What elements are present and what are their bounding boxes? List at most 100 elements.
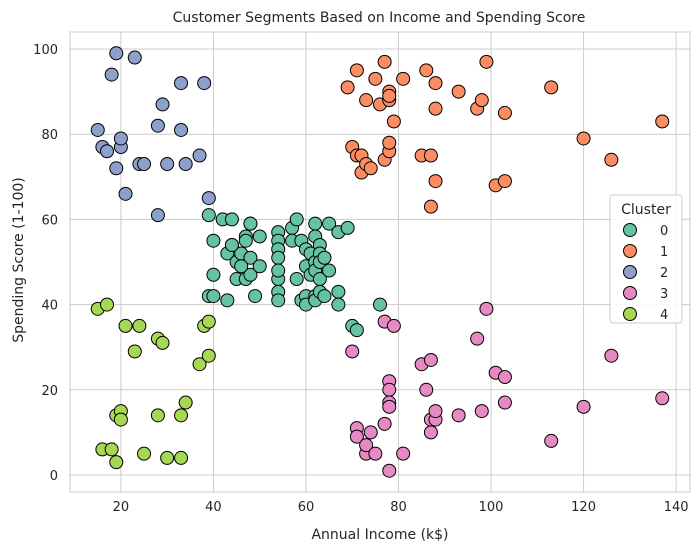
point-cluster-2 [197, 76, 212, 91]
point-cluster-4 [160, 450, 175, 465]
legend-label-4: 4 [660, 308, 668, 323]
point-cluster-1 [451, 84, 466, 99]
x-axis-label: Annual Income (k$) [311, 527, 448, 543]
x-axis-ticks: 20 40 60 80 100 120 140 [113, 500, 689, 515]
point-cluster-0 [248, 289, 263, 304]
point-cluster-0 [243, 250, 258, 265]
point-cluster-4 [118, 318, 133, 333]
point-cluster-2 [178, 157, 193, 172]
point-cluster-2 [90, 122, 105, 137]
point-cluster-1 [544, 80, 559, 95]
point-cluster-1 [382, 135, 397, 150]
point-cluster-0 [271, 263, 286, 278]
point-cluster-3 [345, 344, 360, 359]
point-cluster-3 [382, 399, 397, 414]
point-cluster-0 [224, 237, 239, 252]
grid-lines [70, 32, 690, 492]
legend: Cluster 0 1 2 3 4 [609, 194, 683, 324]
point-cluster-3 [396, 446, 411, 461]
point-cluster-2 [100, 144, 115, 159]
point-cluster-2 [192, 148, 207, 163]
point-cluster-1 [423, 199, 438, 214]
legend-marker-2 [623, 265, 637, 279]
legend-label-0: 0 [660, 224, 668, 239]
point-cluster-1 [382, 88, 397, 103]
point-cluster-2 [160, 157, 175, 172]
point-cluster-4 [174, 408, 189, 423]
legend-label-3: 3 [660, 287, 668, 302]
point-cluster-4 [109, 455, 124, 470]
x-tick-label: 140 [664, 500, 689, 515]
y-tick-label: 20 [41, 384, 58, 399]
point-cluster-3 [428, 404, 443, 419]
point-cluster-2 [118, 186, 133, 201]
point-cluster-4 [104, 442, 119, 457]
point-cluster-1 [368, 71, 383, 86]
point-cluster-3 [359, 438, 374, 453]
y-tick-label: 60 [41, 213, 58, 228]
legend-marker-0 [623, 223, 637, 237]
point-cluster-2 [150, 208, 165, 223]
point-cluster-2 [174, 122, 189, 137]
point-cluster-0 [349, 323, 364, 338]
y-axis-label: Spending Score (1-100) [11, 177, 27, 343]
point-cluster-1 [419, 63, 434, 78]
point-cluster-0 [238, 233, 253, 248]
point-cluster-2 [155, 97, 170, 112]
point-cluster-0 [220, 293, 235, 308]
point-cluster-1 [604, 152, 619, 167]
point-cluster-3 [423, 425, 438, 440]
point-cluster-3 [474, 404, 489, 419]
legend-marker-1 [623, 244, 637, 258]
point-cluster-0 [322, 263, 337, 278]
point-cluster-0 [271, 250, 286, 265]
point-cluster-0 [206, 289, 221, 304]
point-cluster-0 [252, 229, 267, 244]
point-cluster-0 [331, 297, 346, 312]
plot-frame [69, 31, 691, 493]
point-cluster-3 [382, 463, 397, 478]
point-cluster-3 [497, 395, 512, 410]
point-cluster-1 [497, 174, 512, 189]
point-cluster-3 [479, 301, 494, 316]
y-tick-label: 80 [41, 128, 58, 143]
point-cluster-1 [474, 93, 489, 108]
x-tick-label: 40 [205, 500, 222, 515]
point-cluster-0 [252, 259, 267, 274]
point-cluster-3 [368, 446, 383, 461]
point-cluster-0 [206, 233, 221, 248]
point-cluster-2 [109, 46, 124, 61]
point-cluster-1 [386, 114, 401, 129]
point-cluster-0 [289, 212, 304, 227]
x-tick-label: 80 [390, 500, 407, 515]
y-tick-label: 0 [50, 469, 58, 484]
point-cluster-4 [192, 357, 207, 372]
x-tick-label: 120 [571, 500, 596, 515]
chart-title: Customer Segments Based on Income and Sp… [173, 10, 586, 26]
point-cluster-2 [104, 67, 119, 82]
y-tick-label: 40 [41, 299, 58, 314]
point-cluster-1 [340, 80, 355, 95]
point-cluster-2 [127, 50, 142, 65]
point-cluster-4 [137, 446, 152, 461]
point-cluster-3 [604, 348, 619, 363]
legend-label-2: 2 [660, 266, 668, 281]
point-cluster-0 [322, 216, 337, 231]
x-tick-label: 20 [113, 500, 130, 515]
legend-label-1: 1 [660, 245, 668, 260]
point-cluster-3 [377, 416, 392, 431]
point-cluster-2 [113, 131, 128, 146]
point-cluster-0 [373, 297, 387, 312]
point-cluster-3 [363, 425, 378, 440]
point-cluster-3 [470, 331, 485, 346]
point-cluster-0 [243, 216, 258, 231]
point-cluster-4 [201, 314, 216, 329]
point-cluster-1 [655, 114, 670, 129]
point-cluster-1 [428, 101, 443, 116]
point-cluster-2 [150, 118, 165, 133]
point-cluster-3 [576, 399, 591, 414]
point-cluster-2 [201, 191, 216, 206]
point-cluster-3 [497, 370, 512, 384]
point-cluster-0 [224, 212, 239, 227]
point-cluster-3 [451, 408, 466, 423]
